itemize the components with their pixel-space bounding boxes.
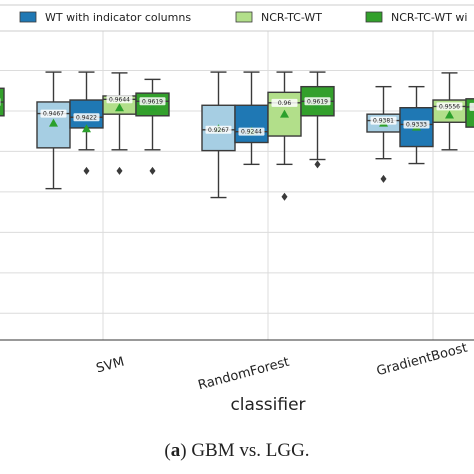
outlier — [281, 192, 288, 201]
median-label-bg — [238, 127, 265, 136]
median-label-bg — [40, 109, 67, 118]
mean-marker — [280, 109, 289, 118]
x-tick-label: RandomForest — [197, 355, 291, 394]
mean-marker — [115, 103, 124, 112]
x-tick-label: SVM — [95, 355, 126, 377]
median-label: 0.9422 — [76, 114, 97, 121]
legend-swatch — [19, 11, 37, 23]
legend-label: NCR-TC-WT wi — [391, 11, 468, 24]
median-label-bg — [304, 97, 331, 106]
median-label: 0.9556 — [439, 103, 460, 110]
legend-label: WT with indicator columns — [45, 11, 191, 24]
median-label-bg — [205, 125, 232, 134]
outlier — [380, 174, 387, 183]
x-axis-label: classifier — [230, 395, 305, 415]
boxes: 0.9467 0.9267 0.9381 0.9422 0.9244 0.9333 0.96… — [0, 71, 474, 201]
median-label: 0.9381 — [373, 118, 394, 125]
median-label: 0.9619 — [142, 98, 163, 105]
box — [234, 104, 269, 144]
legend-label: NCR-TC-WT — [261, 11, 322, 24]
median-label-bg — [271, 98, 298, 107]
caption-text: GBM vs. LGG. — [191, 440, 309, 461]
x-tick-labels: SVM RandomForest GradientBoost — [95, 341, 469, 394]
outlier — [83, 166, 90, 175]
legend-swatch — [235, 11, 253, 23]
outlier — [149, 166, 156, 175]
median-label: 0.9467 — [43, 111, 64, 118]
median-label-bg — [0, 98, 1, 106]
median-label-bg — [436, 102, 463, 111]
median-label-bg — [403, 120, 430, 129]
legend-swatch — [365, 11, 383, 23]
median-label: 0.9244 — [241, 129, 262, 136]
median-label-bg — [139, 97, 166, 106]
plot-area — [0, 30, 474, 340]
median-label-bg — [370, 116, 397, 125]
median-label-bg — [73, 113, 100, 122]
median-label: 0.9333 — [406, 121, 427, 128]
x-tick-label: GradientBoost — [375, 341, 469, 380]
median-label: 0.96 — [278, 100, 292, 107]
mean-marker — [148, 103, 157, 112]
outlier — [314, 160, 321, 169]
median-label: 0.9619 — [307, 98, 328, 105]
mean-marker — [82, 124, 91, 133]
outlier — [116, 166, 123, 175]
box — [465, 98, 474, 128]
caption-label: a — [171, 440, 181, 461]
median-label: 0.9267 — [208, 127, 229, 134]
median-label: 0.9644 — [109, 96, 130, 103]
mean-marker — [445, 110, 454, 119]
mean-marker — [49, 118, 58, 127]
caption: (a) GBM vs. LGG. — [164, 440, 309, 461]
median-label-bg — [106, 95, 133, 104]
legend-entries: WT with indicator columns NCR-TC-WT NCR-TC… — [19, 11, 468, 24]
median-label-bg — [469, 102, 474, 111]
